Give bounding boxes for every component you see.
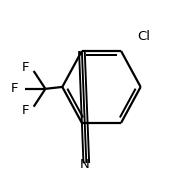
Text: F: F xyxy=(22,61,29,74)
Text: Cl: Cl xyxy=(138,30,151,43)
Text: F: F xyxy=(11,82,19,95)
Text: F: F xyxy=(22,104,29,117)
Text: N: N xyxy=(80,158,89,171)
